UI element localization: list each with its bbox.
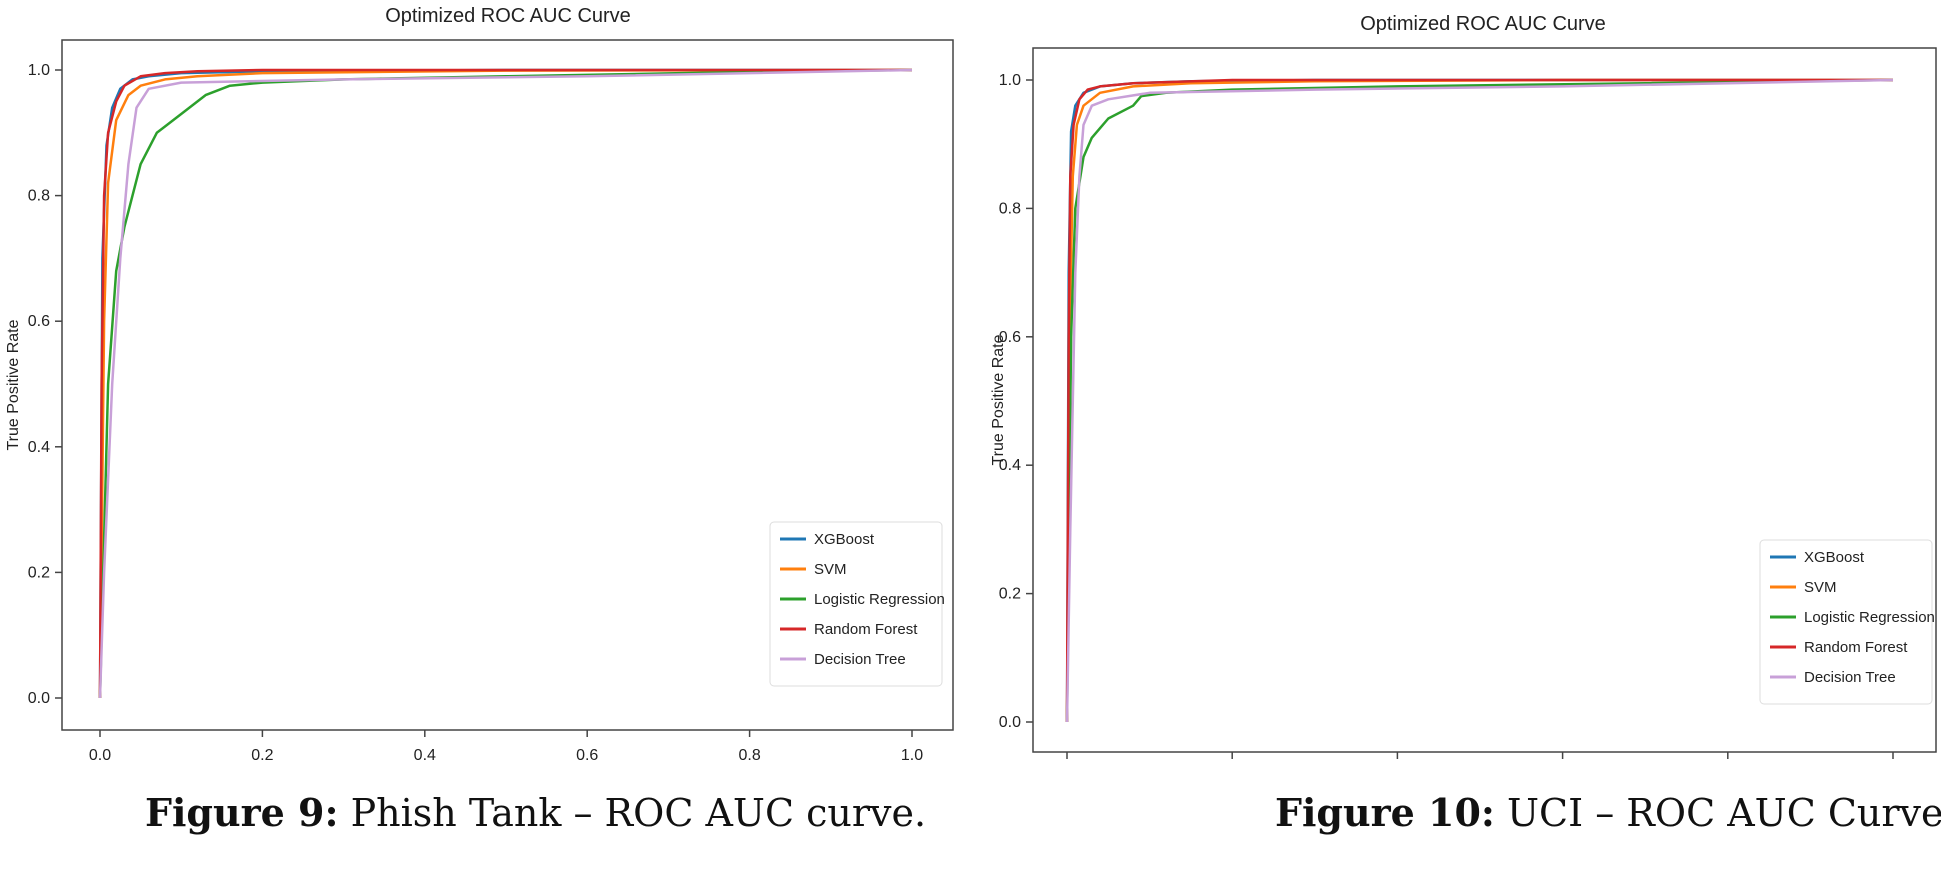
x-tick-label: 0.0	[89, 747, 111, 760]
x-tick-label: 1.0	[901, 747, 923, 760]
y-tick-label: 0.0	[28, 690, 50, 707]
legend-label: XGBoost	[1804, 549, 1865, 566]
y-tick-label: 1.0	[28, 62, 50, 79]
x-tick-label: 0.2	[251, 747, 273, 760]
legend-label: Logistic Regression	[1804, 609, 1935, 626]
y-tick-label: 0.0	[999, 714, 1021, 731]
caption-text: UCI – ROC AUC Curve	[1494, 791, 1941, 835]
x-tick-label: 0.4	[414, 747, 436, 760]
roc-line-logistic-regression	[1065, 78, 1894, 723]
legend-label: Logistic Regression	[814, 591, 945, 608]
axes-frame	[61, 39, 954, 731]
y-tick-label: 0.8	[28, 188, 50, 205]
roc-line-random-forest	[98, 68, 912, 699]
y-tick-label: 0.4	[999, 457, 1021, 474]
legend-box	[769, 521, 943, 687]
legend-label: XGBoost	[814, 531, 875, 548]
y-tick-label: 0.6	[28, 313, 50, 330]
y-axis-label: True Positive Rate	[5, 319, 22, 450]
legend-label: SVM	[1804, 579, 1837, 596]
legend-box	[1759, 539, 1933, 705]
caption-label: Figure 9:	[145, 790, 339, 835]
y-tick-label: 0.6	[999, 329, 1021, 346]
figure-10: Optimized ROC AUC Curve 0.0 0.2 0.4 0.6 0.8 1.…	[985, 0, 1941, 879]
roc-chart-uci: Optimized ROC AUC Curve 0.0 0.2 0.4 0.6 0.8 1.…	[990, 13, 1937, 818]
y-tick-label: 0.2	[28, 564, 50, 581]
y-axis-label: True Positive Rate	[990, 334, 1007, 465]
y-tick-label: 0.2	[999, 586, 1021, 603]
chart-title: Optimized ROC AUC Curve	[385, 5, 631, 27]
y-tick-label: 0.8	[999, 200, 1021, 217]
axes-frame	[1032, 47, 1937, 753]
figure-9-caption: Figure 9: Phish Tank – ROC AUC curve.	[145, 790, 926, 835]
roc-chart-phishtank: Optimized ROC AUC Curve 0.0 0.2 0.4 0.6 0.8 1.…	[5, 5, 954, 796]
y-tick-label: 0.4	[28, 439, 50, 456]
caption-text: Phish Tank – ROC AUC curve.	[338, 791, 927, 835]
figure-9: Optimized ROC AUC Curve 0.0 0.2 0.4 0.6 0.8 1.…	[0, 0, 960, 879]
legend-label: SVM	[814, 561, 847, 578]
figure-10-caption: Figure 10: UCI – ROC AUC Curve	[1275, 790, 1941, 835]
legend-label: Random Forest	[814, 621, 918, 638]
roc-line-svm	[98, 68, 913, 699]
x-tick-label: 0.8	[738, 747, 760, 760]
legend-label: Random Forest	[1804, 639, 1908, 656]
roc-line-decision-tree	[1065, 78, 1894, 723]
legend-label: Decision Tree	[1804, 669, 1896, 686]
y-tick-label: 1.0	[999, 72, 1021, 89]
x-tick-label: 0.6	[576, 747, 598, 760]
roc-line-random-forest	[1065, 78, 1893, 723]
chart-title: Optimized ROC AUC Curve	[1360, 13, 1606, 35]
legend-label: Decision Tree	[814, 651, 906, 668]
caption-label: Figure 10:	[1275, 790, 1495, 835]
roc-line-decision-tree	[98, 68, 913, 699]
